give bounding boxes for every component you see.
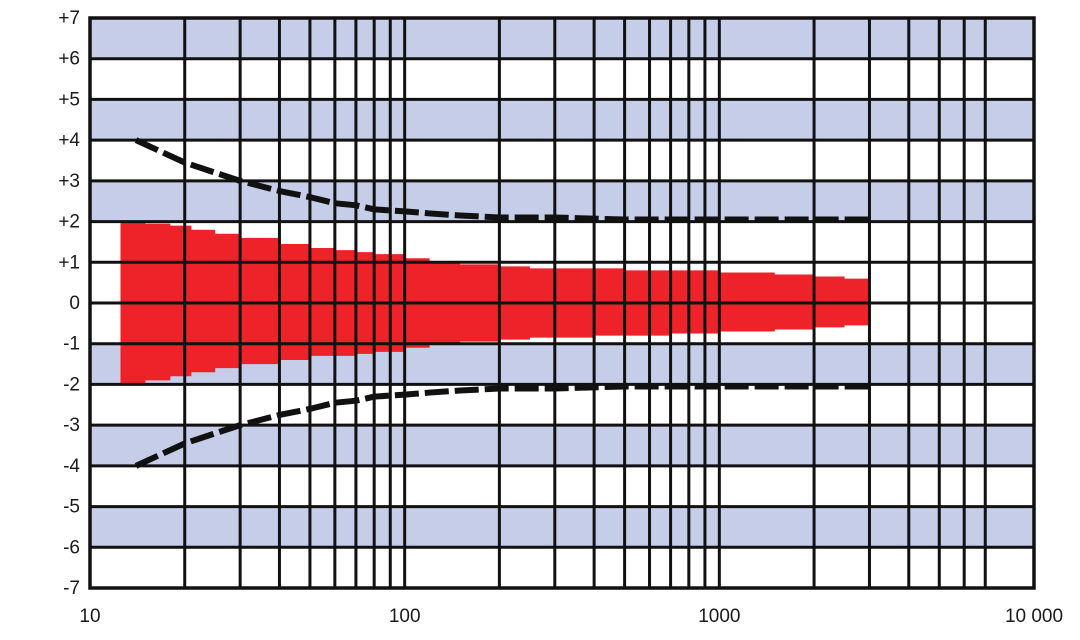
y-tick-label: +3 <box>58 171 80 192</box>
x-tick-label: 10 000 <box>1005 606 1063 627</box>
x-axis-ticks: 10 100 1000 10 000 <box>79 606 1063 627</box>
y-tick-label: -7 <box>63 578 80 599</box>
background-band-5 <box>90 506 1034 548</box>
plot-frame <box>88 16 1036 590</box>
y-tick-label: -2 <box>63 374 80 395</box>
x-tick-label: 10 <box>79 606 100 627</box>
y-tick-label: -6 <box>63 537 80 558</box>
y-tick-label: +2 <box>58 212 80 233</box>
limit-curve-upper <box>134 137 870 223</box>
background-band-4 <box>90 425 1034 466</box>
x-tick-label: 100 <box>389 606 421 627</box>
y-tick-label: +1 <box>58 252 80 273</box>
background-band-0 <box>90 18 1034 59</box>
y-tick-label: +5 <box>58 89 80 110</box>
limit-curve-lower <box>134 383 870 469</box>
background-bands <box>90 18 1034 548</box>
background-band-1 <box>90 99 1034 141</box>
y-tick-label: -1 <box>63 334 80 355</box>
y-tick-label: -5 <box>63 497 80 518</box>
y-tick-label: 0 <box>69 293 80 314</box>
y-tick-label: -3 <box>63 415 80 436</box>
y-tick-label: -4 <box>63 456 80 477</box>
grid <box>88 16 1036 590</box>
y-axis-ticks: +7 +6 +5 +4 +3 +2 +1 0 -1 -2 -3 -4 -5 -6 -7 <box>58 8 80 599</box>
limit-curves <box>134 137 870 469</box>
x-tick-label: 1000 <box>698 606 740 627</box>
y-tick-label: +4 <box>58 130 80 151</box>
y-tick-label: +7 <box>58 8 80 29</box>
y-tick-label: +6 <box>58 49 80 70</box>
